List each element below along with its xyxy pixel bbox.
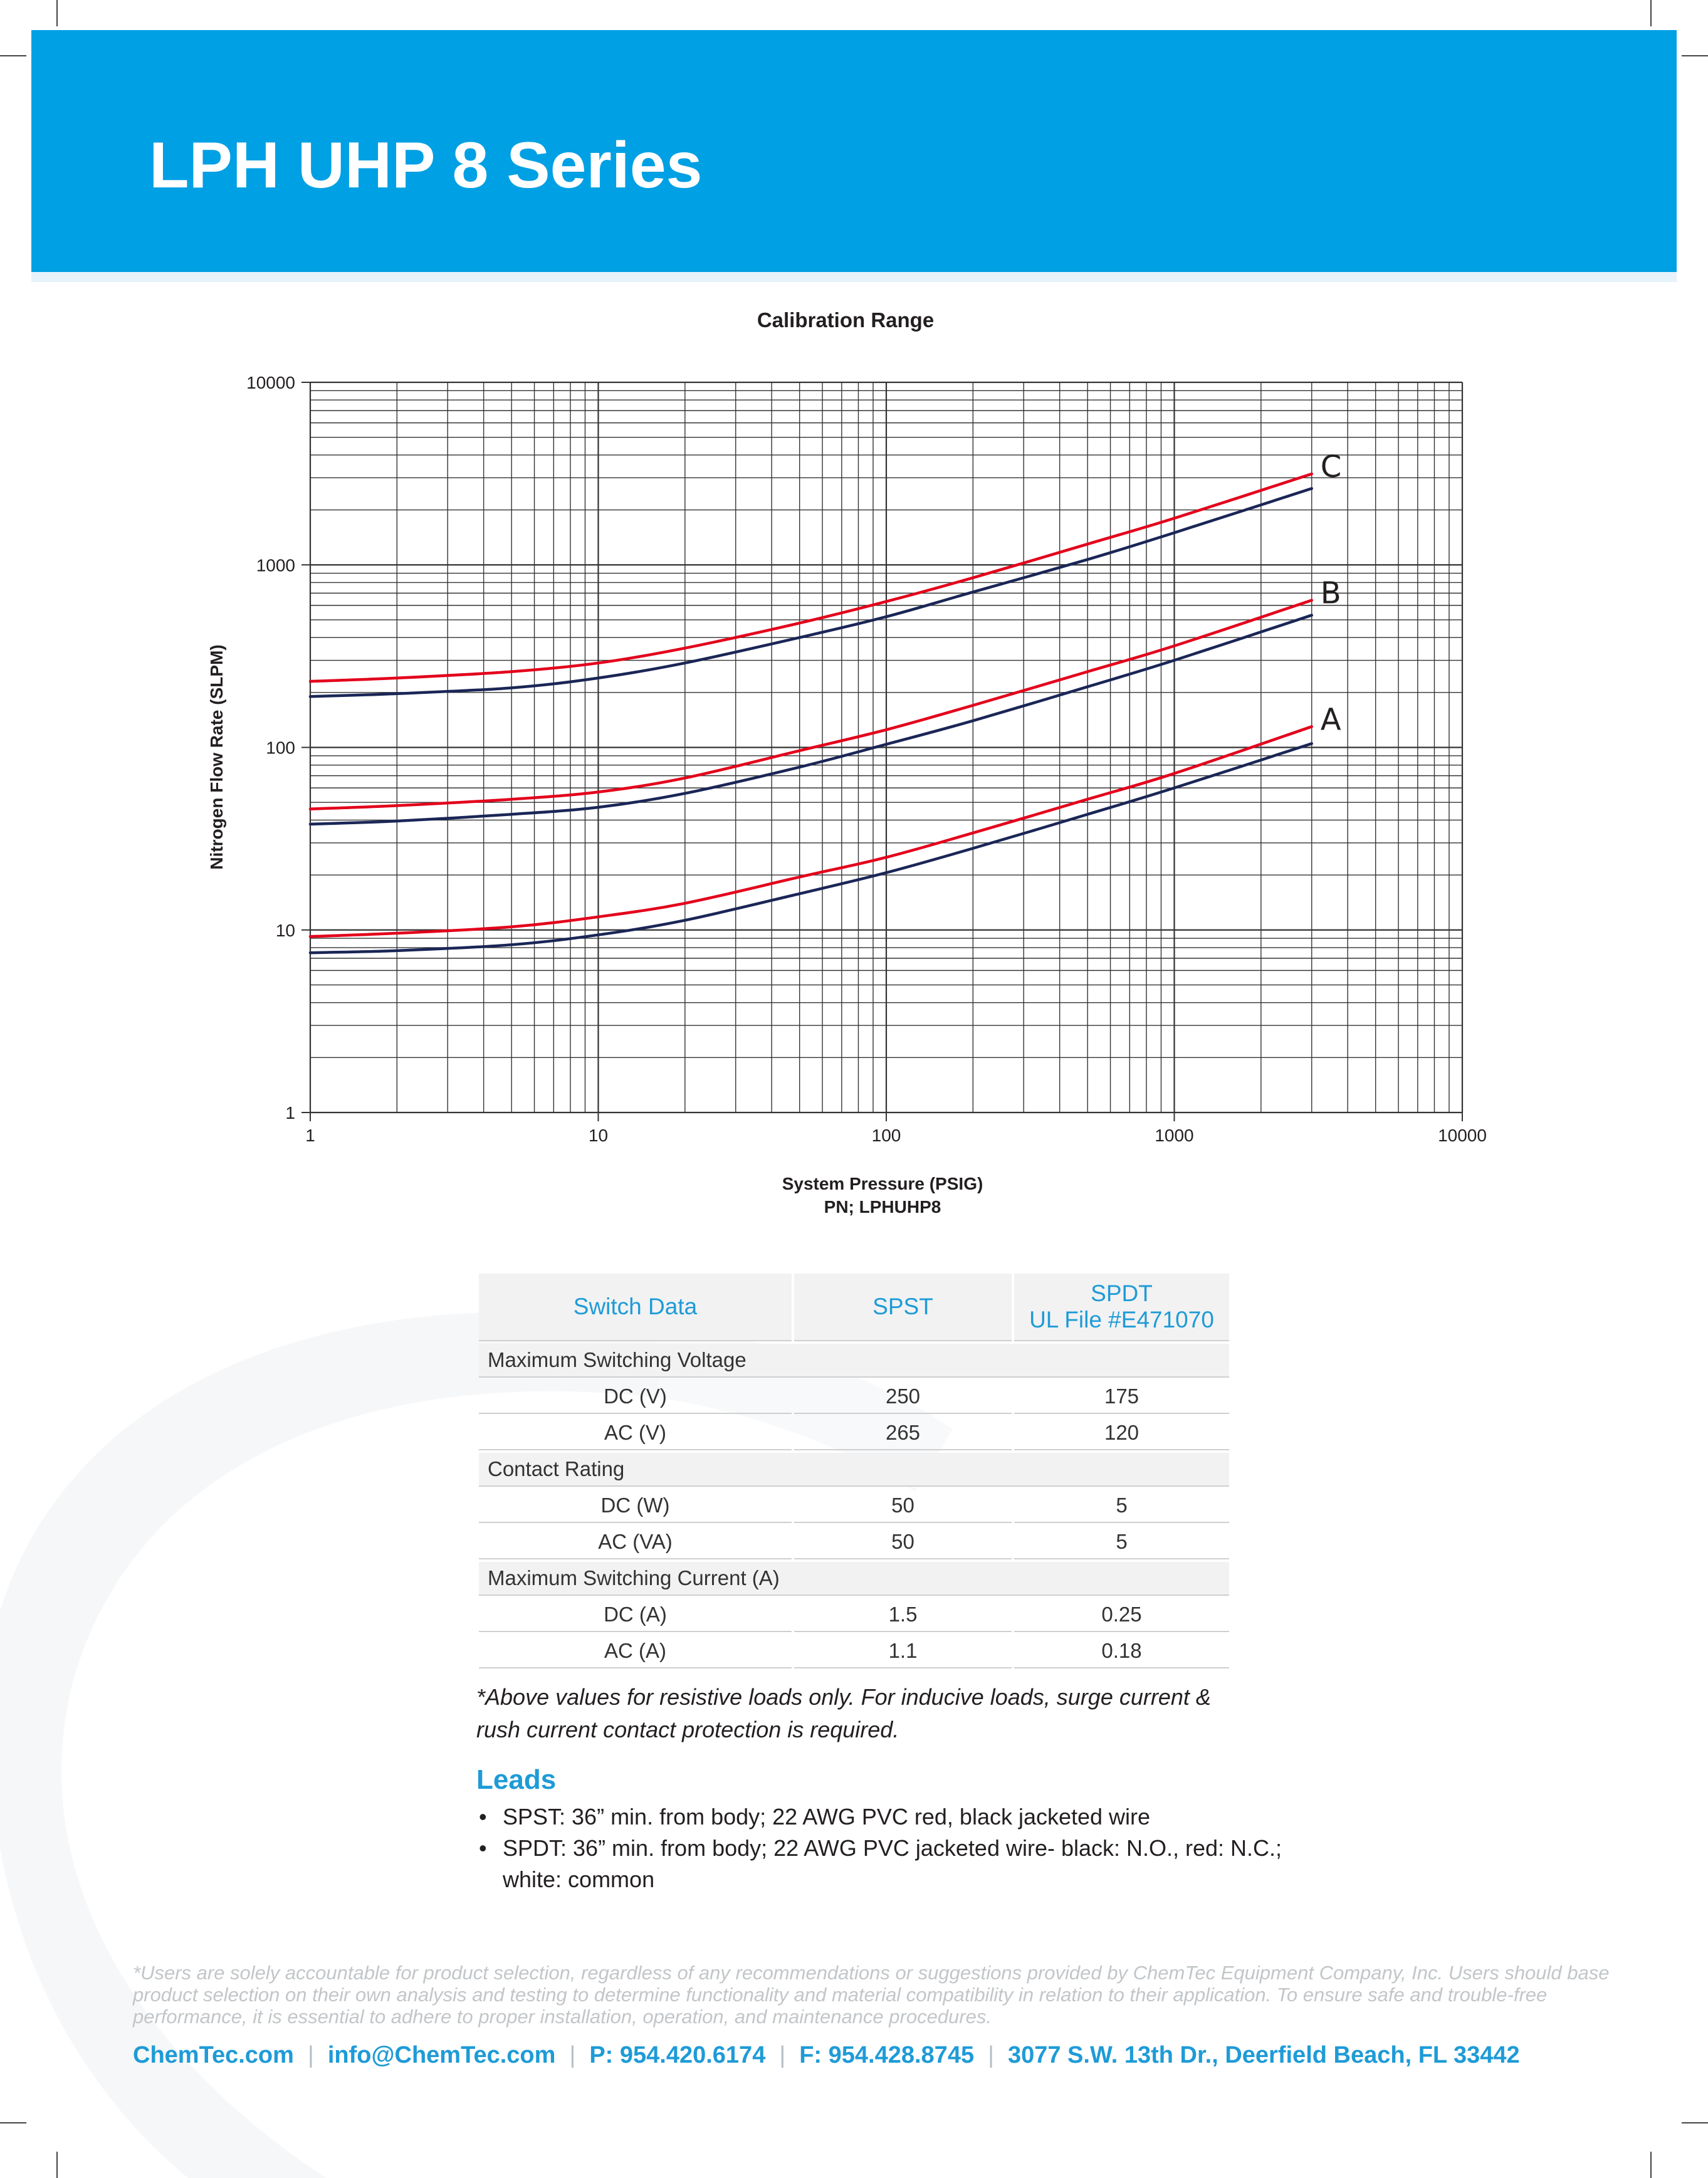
section-label: Maximum Switching Voltage [479, 1344, 1229, 1378]
resistive-load-note: *Above values for resistive loads only. … [476, 1684, 1211, 1742]
y-tick-label: 1 [285, 1103, 295, 1123]
table-cell: DC (W) [479, 1489, 792, 1523]
table-header-row: Switch Data SPST SPDT UL File #E471070 [479, 1274, 1229, 1341]
table-cell: AC (V) [479, 1416, 792, 1450]
table-cell: 5 [1014, 1489, 1229, 1523]
series-labels: A B C [1321, 449, 1342, 737]
table-section-row: Contact Rating [479, 1453, 1229, 1487]
list-item: • SPDT: 36” min. from body; 22 AWG PVC ja… [476, 1833, 1291, 1895]
series-line [308, 742, 1313, 955]
bullet-icon: • [479, 1835, 487, 1861]
table-cell: 1.1 [794, 1635, 1012, 1668]
table-cell: DC (A) [479, 1598, 792, 1632]
header-cell: Switch Data [479, 1274, 792, 1341]
table-cell: AC (A) [479, 1635, 792, 1668]
footer-separator: | [779, 2042, 786, 2068]
x-axis-label: System Pressure (PSIG) [782, 1174, 983, 1193]
footer-phone: P: 954.420.6174 [589, 2042, 766, 2068]
footer-separator: | [988, 2042, 994, 2068]
x-axis-sublabel: PN; LPHUHP8 [824, 1197, 941, 1217]
series-line [308, 487, 1313, 698]
table-cell: 0.18 [1014, 1635, 1229, 1668]
table-cell: 250 [794, 1380, 1012, 1414]
lead-text: SPST: 36” min. from body; 22 AWG PVC red… [503, 1804, 1151, 1830]
table-row: AC (VA) 50 5 [479, 1526, 1229, 1559]
calibration-chart: Calibration Range 1 10 100 1000 100001101001… [207, 308, 1487, 1217]
footer-email[interactable]: info@ChemTec.com [327, 2042, 556, 2068]
disclaimer-text: *Users are solely accountable for produc… [133, 1962, 1610, 2028]
table-row: DC (W) 50 5 [479, 1489, 1229, 1523]
series-line [308, 599, 1313, 810]
header-cell: SPDT UL File #E471070 [1014, 1274, 1229, 1341]
table-cell: 50 [794, 1526, 1012, 1559]
series-line [308, 725, 1313, 938]
table-section-row: Maximum Switching Current (A) [479, 1562, 1229, 1596]
header-band [31, 30, 1677, 272]
table-row: DC (V) 250 175 [479, 1380, 1229, 1414]
x-tick-label: 1000 [1155, 1126, 1193, 1145]
header-shadow [31, 272, 1677, 282]
crop-mark [0, 2122, 26, 2123]
series-line [308, 614, 1313, 826]
switch-data-table: Switch Data SPST SPDT UL File #E471070 M… [476, 1271, 1232, 1671]
x-tick-label: 100 [872, 1126, 901, 1145]
footer-separator: | [307, 2042, 314, 2068]
table-row: AC (V) 265 120 [479, 1416, 1229, 1450]
series-label: A [1321, 702, 1341, 737]
table-cell: 50 [794, 1489, 1012, 1523]
x-tick-label: 1 [305, 1126, 315, 1145]
y-tick-label: 1000 [256, 555, 295, 575]
list-item: • SPST: 36” min. from body; 22 AWG PVC re… [476, 1801, 1291, 1833]
footer-address: 3077 S.W. 13th Dr., Deerfield Beach, FL … [1007, 2042, 1520, 2068]
table-cell: 1.5 [794, 1598, 1012, 1632]
chart-title: Calibration Range [757, 308, 934, 332]
chart-series [308, 472, 1313, 955]
x-tick-label: 10 [589, 1126, 608, 1145]
series-label: B [1321, 576, 1341, 611]
table-cell: 0.25 [1014, 1598, 1229, 1632]
y-tick-label: 10 [276, 921, 295, 940]
table-cell: 265 [794, 1416, 1012, 1450]
crop-mark [0, 55, 26, 56]
crop-mark [1682, 55, 1708, 56]
footer-separator: | [569, 2042, 576, 2068]
crop-mark [1650, 0, 1652, 26]
header-ul-file: UL File #E471070 [1029, 1307, 1214, 1332]
crop-mark [56, 2152, 58, 2178]
y-tick-label: 10000 [246, 373, 295, 392]
table-row: AC (A) 1.1 0.18 [479, 1635, 1229, 1668]
leads-heading: Leads [476, 1764, 557, 1795]
series-label: C [1321, 449, 1342, 484]
footer-fax: F: 954.428.8745 [799, 2042, 975, 2068]
table-cell: 120 [1014, 1416, 1229, 1450]
crop-mark [1650, 2152, 1652, 2178]
y-tick-label: 100 [266, 738, 295, 758]
page-title: LPH UHP 8 Series [149, 129, 703, 202]
leads-list: • SPST: 36” min. from body; 22 AWG PVC re… [476, 1801, 1291, 1895]
chart-ticks: 1 10 100 1000 10000 1 10 100 1000 10000 [246, 373, 1487, 1145]
table-cell: AC (VA) [479, 1526, 792, 1559]
chart-grid [309, 381, 1464, 1114]
table-cell: 175 [1014, 1380, 1229, 1414]
crop-mark [1682, 2122, 1708, 2123]
contact-footer: ChemTec.com | info@ChemTec.com | P: 954.420.… [133, 2042, 1650, 2069]
header-spdt: SPDT [1091, 1280, 1153, 1306]
y-axis-label: Nitrogen Flow Rate (SLPM) [207, 644, 226, 869]
header-cell: SPST [794, 1274, 1012, 1341]
crop-mark [56, 0, 58, 26]
table-cell: DC (V) [479, 1380, 792, 1414]
section-label: Maximum Switching Current (A) [479, 1562, 1229, 1596]
lead-text: SPDT: 36” min. from body; 22 AWG PVC jac… [503, 1835, 1282, 1892]
table-row: DC (A) 1.5 0.25 [479, 1598, 1229, 1632]
table-section-row: Maximum Switching Voltage [479, 1344, 1229, 1378]
series-line [308, 472, 1313, 683]
section-label: Contact Rating [479, 1453, 1229, 1487]
footer-website[interactable]: ChemTec.com [133, 2042, 294, 2068]
table-cell: 5 [1014, 1526, 1229, 1559]
x-tick-label: 10000 [1438, 1126, 1487, 1145]
bullet-icon: • [479, 1804, 487, 1830]
